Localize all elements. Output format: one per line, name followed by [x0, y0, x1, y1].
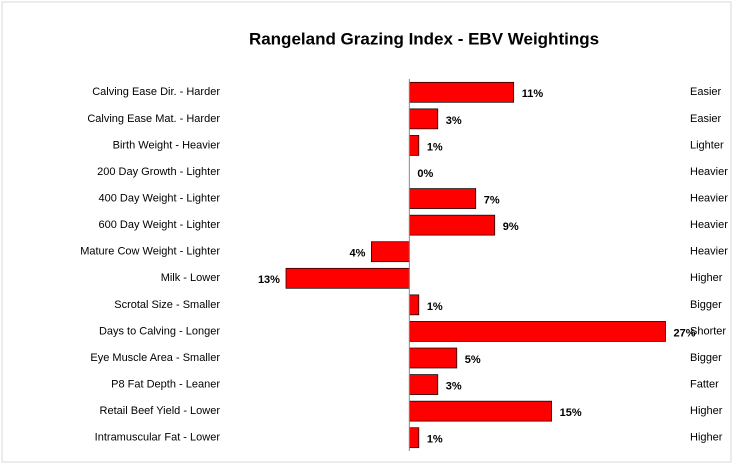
right-label: Easier	[690, 86, 722, 98]
value-label: 1%	[427, 434, 443, 446]
bar	[408, 135, 420, 156]
right-label: Bigger	[690, 299, 722, 311]
category-label: Milk - Lower	[161, 272, 221, 284]
bar	[408, 188, 477, 209]
value-label: 9%	[503, 221, 519, 233]
value-label: 1%	[427, 301, 443, 313]
right-label: Easier	[690, 113, 722, 125]
category-label: Intramuscular Fat - Lower	[95, 432, 221, 444]
value-label: 11%	[522, 88, 544, 100]
right-label: Heavier	[690, 166, 728, 178]
value-label: 4%	[349, 248, 365, 260]
category-label: Days to Calving - Longer	[99, 325, 220, 337]
bar	[408, 214, 496, 236]
value-label: 0%	[417, 168, 433, 180]
category-label: Mature Cow Weight - Lighter	[80, 246, 220, 258]
value-label: 15%	[560, 407, 582, 419]
right-label: Higher	[690, 405, 723, 417]
bar	[285, 267, 410, 289]
bar	[408, 374, 439, 395]
category-label: 600 Day Weight - Lighter	[99, 219, 221, 231]
category-label: Calving Ease Dir. - Harder	[92, 86, 220, 98]
category-label: Retail Beef Yield - Lower	[100, 405, 221, 417]
chart-title: Rangeland Grazing Index - EBV Weightings	[249, 29, 599, 48]
right-label: Fatter	[690, 378, 719, 390]
right-label: Lighter	[690, 139, 724, 151]
bar	[408, 81, 515, 103]
value-label: 13%	[258, 274, 280, 286]
right-label: Bigger	[690, 352, 722, 364]
category-label: Eye Muscle Area - Smaller	[90, 352, 220, 364]
bar	[408, 347, 458, 369]
bar	[408, 108, 439, 130]
right-label: Heavier	[690, 192, 728, 204]
value-label: 27%	[674, 327, 696, 339]
value-label: 1%	[427, 141, 443, 153]
right-label: Heavier	[690, 219, 728, 231]
bar	[408, 400, 553, 422]
right-label: Higher	[690, 432, 723, 444]
category-label: 200 Day Growth - Lighter	[97, 166, 220, 178]
bar	[371, 241, 410, 263]
bar	[408, 321, 666, 342]
right-label: Shorter	[690, 325, 726, 337]
value-label: 3%	[446, 115, 462, 127]
right-label: Heavier	[690, 246, 728, 258]
category-label: Birth Weight - Heavier	[113, 139, 221, 151]
bar	[408, 294, 420, 316]
value-label: 5%	[465, 354, 481, 366]
value-label: 7%	[484, 194, 500, 206]
right-label: Higher	[690, 272, 723, 284]
category-label: P8 Fat Depth - Leaner	[111, 378, 220, 390]
value-label: 3%	[446, 380, 462, 392]
category-label: Calving Ease Mat. - Harder	[87, 113, 220, 125]
chart-border	[1, 1, 732, 463]
category-label: 400 Day Weight - Lighter	[99, 192, 221, 204]
category-label: Scrotal Size - Smaller	[114, 299, 220, 311]
bar	[408, 427, 420, 449]
